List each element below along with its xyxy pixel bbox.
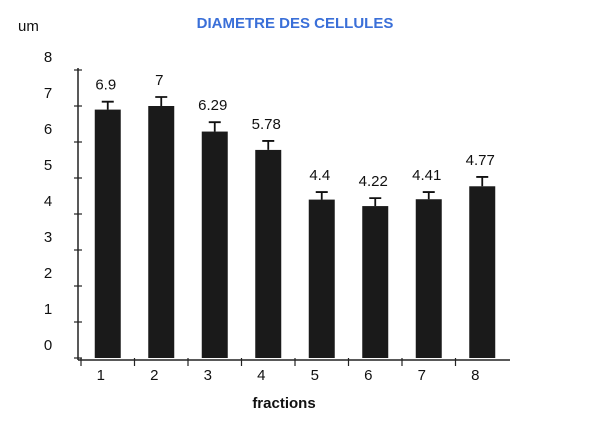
bar <box>255 149 282 358</box>
error-bar <box>262 140 275 150</box>
x-tick-label: 6 <box>364 367 372 384</box>
error-bar <box>369 197 382 207</box>
x-tick-label: 5 <box>311 367 319 384</box>
x-tick-label: 7 <box>418 367 426 384</box>
x-tick-label: 3 <box>204 367 212 384</box>
error-bar <box>476 176 489 187</box>
value-label: 4.41 <box>412 167 441 184</box>
value-label: 7 <box>155 72 163 89</box>
bar <box>308 199 335 358</box>
error-bar <box>422 191 435 200</box>
x-tick-label: 8 <box>471 367 479 384</box>
error-bar <box>208 121 221 132</box>
y-tick-label: 5 <box>44 157 52 174</box>
bar <box>148 106 175 358</box>
error-bar <box>101 100 114 110</box>
y-tick-label: 7 <box>44 85 52 102</box>
x-tick-label: 4 <box>257 367 265 384</box>
error-bar <box>315 191 328 200</box>
error-bar <box>155 96 168 106</box>
x-tick-label: 2 <box>150 367 158 384</box>
value-label: 6.9 <box>95 77 116 94</box>
value-label: 4.77 <box>466 152 495 169</box>
y-tick-label: 4 <box>44 193 52 210</box>
bar <box>415 199 442 358</box>
value-label: 4.4 <box>309 167 330 184</box>
y-tick-label: 2 <box>44 265 52 282</box>
bar <box>201 131 228 358</box>
y-tick-label: 3 <box>44 229 52 246</box>
value-label: 6.29 <box>198 97 227 114</box>
value-label: 5.78 <box>252 116 281 133</box>
value-label: 4.22 <box>359 173 388 190</box>
y-tick-label: 0 <box>44 337 52 354</box>
bar <box>469 186 496 358</box>
y-axis-label: um <box>18 18 39 35</box>
chart-title: DIAMETRE DES CELLULES <box>197 15 394 32</box>
y-tick-label: 8 <box>44 49 52 66</box>
bar <box>362 206 389 358</box>
x-axis-label: fractions <box>252 395 315 412</box>
y-tick-label: 1 <box>44 301 52 318</box>
x-tick-label: 1 <box>97 367 105 384</box>
bar <box>94 109 121 358</box>
y-tick-label: 6 <box>44 121 52 138</box>
